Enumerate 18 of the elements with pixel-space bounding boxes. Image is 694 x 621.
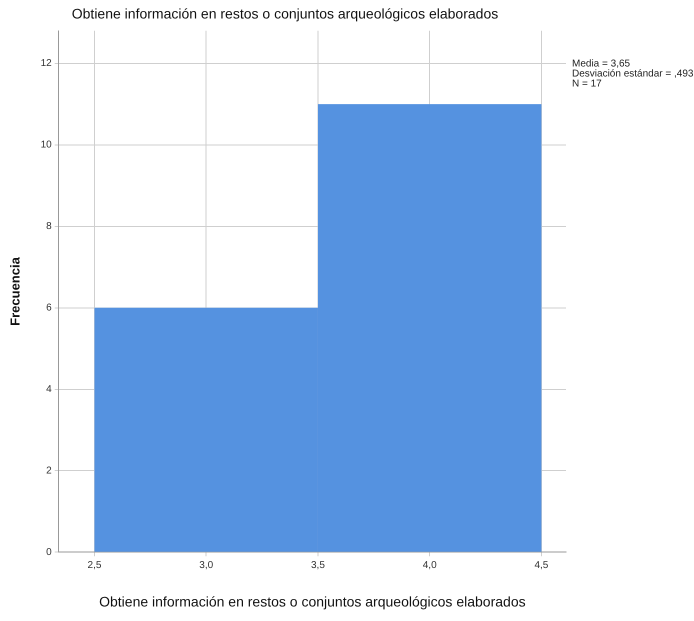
y-tick-label: 8 bbox=[46, 221, 52, 232]
text: Desviación estándar = ,493 bbox=[572, 68, 694, 80]
y-tick-label: 2 bbox=[46, 465, 52, 476]
x-tick-label: 2,5 bbox=[88, 560, 102, 571]
x-axis-title: Obtiene información en restos o conjuntos arqueológicos elaborados bbox=[99, 593, 526, 610]
x-tick-label: 3,5 bbox=[310, 560, 326, 571]
y-tick-label: 6 bbox=[46, 302, 52, 314]
x-tick-label: 4,0 bbox=[422, 560, 438, 571]
text: Media = 3,65 bbox=[572, 58, 631, 70]
y-tick-label: 0 bbox=[46, 546, 52, 558]
text: N = 17 bbox=[572, 78, 602, 90]
y-axis-title: Frecuencia bbox=[7, 256, 22, 326]
y-tick-label: 4 bbox=[46, 384, 52, 396]
x-tick-label: 3,0 bbox=[199, 560, 214, 571]
y-tick-label: 12 bbox=[40, 58, 52, 70]
chart-title: Obtiene información en restos o conjuntos arqueológicos elaborados bbox=[72, 5, 498, 22]
x-tick-label: 4,5 bbox=[534, 560, 549, 571]
y-tick-label: 10 bbox=[40, 140, 52, 151]
